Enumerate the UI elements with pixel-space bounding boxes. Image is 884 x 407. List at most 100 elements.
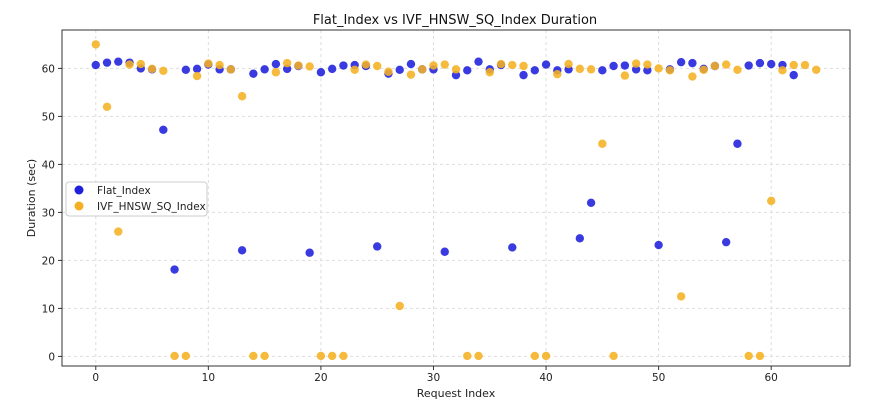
point-ivf-hnsw-sq-index — [451, 65, 461, 74]
point-ivf-hnsw-sq-index — [676, 292, 686, 301]
point-flat-index — [316, 68, 326, 77]
plot-frame — [61, 29, 851, 367]
point-ivf-hnsw-sq-index — [350, 65, 359, 75]
point-flat-index — [586, 198, 596, 207]
point-flat-index — [181, 65, 191, 75]
x-tick-label: 30 — [427, 372, 440, 384]
legend-label-flat-index: Flat_Index — [97, 185, 151, 197]
point-flat-index — [609, 61, 618, 71]
point-ivf-hnsw-sq-index — [800, 60, 810, 70]
point-ivf-hnsw-sq-index — [508, 60, 517, 70]
point-flat-index — [237, 246, 247, 255]
point-flat-index — [451, 70, 461, 80]
point-flat-index — [395, 65, 404, 75]
point-flat-index — [406, 59, 416, 69]
point-ivf-hnsw-sq-index — [519, 61, 528, 71]
point-ivf-hnsw-sq-index — [271, 68, 281, 77]
point-ivf-hnsw-sq-index — [620, 71, 630, 80]
point-ivf-hnsw-sq-index — [496, 59, 506, 69]
point-ivf-hnsw-sq-index — [699, 65, 708, 75]
point-ivf-hnsw-sq-index — [553, 69, 562, 79]
point-flat-index — [721, 237, 731, 247]
point-ivf-hnsw-sq-index — [91, 40, 100, 49]
point-ivf-hnsw-sq-index — [339, 351, 348, 361]
point-ivf-hnsw-sq-index — [710, 61, 720, 71]
point-ivf-hnsw-sq-index — [181, 351, 191, 361]
point-flat-index — [249, 69, 258, 78]
point-ivf-hnsw-sq-index — [215, 60, 224, 70]
point-flat-index — [463, 66, 472, 75]
point-ivf-hnsw-sq-index — [643, 60, 652, 69]
y-tick-label: 10 — [42, 303, 55, 315]
chart-title: Flat_Index vs IVF_HNSW_SQ_Index Duration — [313, 13, 597, 28]
point-flat-index — [676, 57, 686, 67]
point-ivf-hnsw-sq-index — [316, 351, 326, 361]
point-flat-index — [440, 247, 449, 256]
point-ivf-hnsw-sq-index — [170, 351, 179, 361]
axis-ticks: 0 10 20 30 40 50 60 0 10 20 30 40 50 60 — [42, 63, 778, 384]
point-ivf-hnsw-sq-index — [789, 60, 798, 70]
point-flat-index — [631, 65, 641, 74]
point-ivf-hnsw-sq-index — [114, 227, 123, 236]
point-flat-index — [282, 64, 292, 74]
point-ivf-hnsw-sq-index — [564, 59, 573, 69]
point-flat-index — [339, 61, 348, 70]
point-ivf-hnsw-sq-index — [485, 68, 494, 77]
point-flat-index — [541, 60, 551, 69]
y-tick-label: 0 — [48, 351, 55, 363]
point-ivf-hnsw-sq-index — [327, 351, 337, 361]
point-flat-index — [260, 65, 269, 74]
point-ivf-hnsw-sq-index — [136, 59, 145, 69]
point-flat-index — [474, 57, 483, 66]
point-ivf-hnsw-sq-index — [541, 351, 551, 361]
point-ivf-hnsw-sq-index — [395, 301, 404, 311]
point-ivf-hnsw-sq-index — [305, 62, 314, 71]
point-ivf-hnsw-sq-index — [598, 139, 607, 148]
point-flat-index — [271, 59, 281, 69]
point-flat-index — [755, 58, 765, 68]
x-axis-label: Request Index — [417, 387, 496, 400]
point-flat-index — [530, 66, 539, 75]
point-ivf-hnsw-sq-index — [429, 61, 438, 70]
point-ivf-hnsw-sq-index — [631, 59, 641, 68]
point-ivf-hnsw-sq-index — [406, 70, 416, 79]
point-ivf-hnsw-sq-index — [226, 65, 236, 74]
point-ivf-hnsw-sq-index — [159, 66, 168, 76]
legend-box — [65, 181, 208, 217]
point-flat-index — [620, 61, 630, 70]
point-flat-index — [519, 70, 528, 80]
point-ivf-hnsw-sq-index — [204, 59, 213, 68]
legend-marker-flat-index — [74, 185, 84, 195]
point-ivf-hnsw-sq-index — [192, 71, 202, 81]
point-flat-index — [598, 66, 607, 75]
point-ivf-hnsw-sq-index — [237, 92, 247, 101]
point-ivf-hnsw-sq-index — [721, 60, 731, 69]
point-flat-index — [654, 240, 663, 250]
point-ivf-hnsw-sq-index — [373, 61, 382, 71]
point-flat-index — [508, 243, 517, 252]
point-ivf-hnsw-sq-index — [102, 102, 112, 112]
point-ivf-hnsw-sq-index — [125, 60, 134, 69]
point-ivf-hnsw-sq-index — [665, 66, 675, 75]
x-tick-label: 10 — [202, 372, 215, 384]
data-points — [91, 40, 821, 361]
point-ivf-hnsw-sq-index — [530, 351, 539, 361]
point-flat-index — [789, 70, 798, 80]
point-flat-index — [192, 64, 202, 74]
point-ivf-hnsw-sq-index — [609, 351, 618, 361]
legend: Flat_Index IVF_HNSW_SQ_Index — [65, 181, 208, 217]
y-tick-label: 20 — [42, 255, 55, 267]
point-ivf-hnsw-sq-index — [733, 65, 742, 75]
x-tick-label: 20 — [314, 372, 327, 384]
point-ivf-hnsw-sq-index — [575, 64, 585, 74]
point-flat-index — [305, 248, 314, 257]
point-flat-index — [643, 66, 652, 75]
point-flat-index — [688, 58, 697, 68]
legend-label-ivf-hnsw-sq-index: IVF_HNSW_SQ_Index — [97, 201, 206, 213]
point-ivf-hnsw-sq-index — [384, 67, 393, 76]
point-ivf-hnsw-sq-index — [361, 60, 371, 69]
point-ivf-hnsw-sq-index — [688, 72, 697, 81]
x-tick-label: 40 — [539, 372, 552, 384]
point-ivf-hnsw-sq-index — [418, 65, 427, 74]
